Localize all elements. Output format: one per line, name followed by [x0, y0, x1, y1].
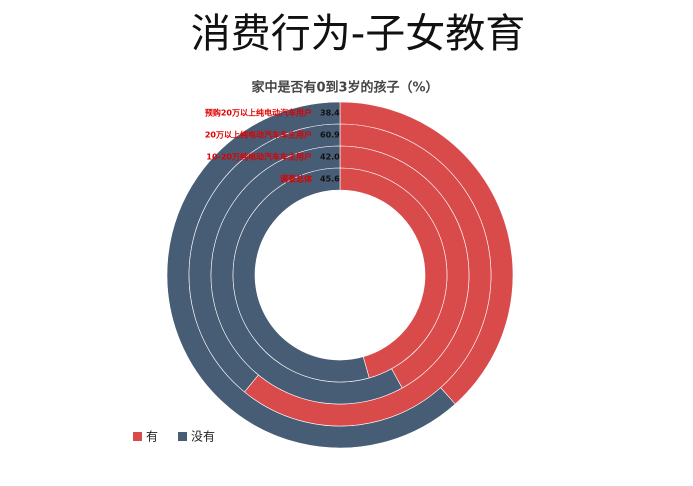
- legend-swatch: [178, 432, 188, 441]
- chart-title: 家中是否有0到3岁的孩子（%）: [251, 80, 438, 96]
- value-label: 45.6: [320, 175, 340, 184]
- value-label: 60.9: [320, 131, 340, 140]
- ring-segment: [339, 167, 448, 379]
- value-label: 42.0: [320, 153, 340, 162]
- legend-label: 没有: [191, 429, 215, 444]
- ring-label: 20万以上纯电动汽车车主用户: [205, 130, 312, 140]
- value-label: 38.4: [320, 109, 340, 118]
- legend-swatch: [133, 432, 142, 441]
- page-title: 消费行为-子女教育: [191, 11, 525, 57]
- ring-segment: [232, 167, 370, 383]
- ring-label: 调查总体: [280, 174, 313, 184]
- ring-label: 10-20万纯电动汽车车主用户: [206, 152, 312, 162]
- legend-label: 有: [146, 430, 158, 444]
- ring-label: 预购20万以上纯电动汽车用户: [205, 108, 312, 118]
